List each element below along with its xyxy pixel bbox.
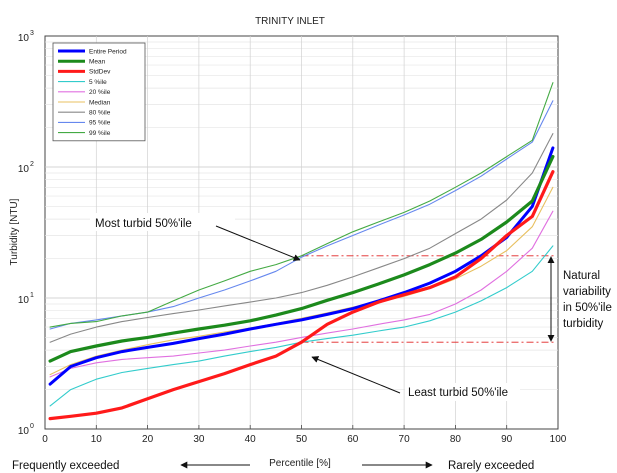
legend-label: 20 %ile [89,89,111,96]
x-tick-label: 20 [142,434,154,445]
legend-label: 5 %ile [89,79,107,86]
x-tick-label: 0 [42,434,48,445]
y-axis-label: Turbidity [NTU] [9,198,20,265]
series-line-median [49,186,554,376]
y-tick-exponent: 1 [30,292,34,299]
x-tick-label: 10 [91,434,103,445]
y-tick-exponent: 3 [30,30,34,37]
x-tick-label: 50 [296,434,308,445]
x-tick-label: 70 [399,434,411,445]
least-turbid-label: Least turbid 50%'ile [408,387,508,399]
x-tick-label: 40 [245,434,257,445]
data-series [48,82,555,421]
x-tick-label: 100 [550,434,567,445]
x-tick-label: 30 [193,434,205,445]
callouts: Most turbid 50%'ile Least turbid 50%'ile… [90,213,615,401]
series-line-stddev [48,170,555,421]
chart-title: TRINITY INLET [255,16,325,27]
legend-label: Entire Period [89,48,127,55]
legend: Entire Period Mean StdDev 5 %ile 20 %ile Medi… [52,42,146,142]
x-axis-label: Percentile [%] [269,458,331,469]
series-line-99-ile [49,82,554,328]
frequently-exceeded-label: Frequently exceeded [12,460,119,472]
y-tick-label: 10 [18,295,30,306]
x-axis-ticks: 0 10 20 30 40 50 60 70 80 90 100 [42,425,567,445]
natural-variability-label: Natural variability in 50%'ile turbidity [563,270,615,330]
most-turbid-arrow [215,225,301,261]
legend-label: Median [89,99,111,106]
rarely-exceeded-label: Rarely exceeded [448,460,534,472]
x-tick-label: 90 [501,434,513,445]
legend-label: StdDev [89,69,111,76]
series-line-80-ile [49,133,554,343]
legend-label: 95 %ile [89,120,111,127]
y-tick-label: 10 [18,33,30,44]
x-tick-label: 60 [347,434,359,445]
x-tick-label: 80 [450,434,462,445]
reference-lines [301,255,554,343]
legend-label: Mean [89,59,106,66]
y-tick-label: 10 [18,426,30,437]
series-line-20-ile [49,210,554,378]
least-turbid-arrow [311,356,401,394]
most-turbid-label: Most turbid 50%'ile [95,218,192,230]
y-tick-label: 10 [18,164,30,175]
legend-label: 99 %ile [89,130,111,137]
y-tick-exponent: 2 [30,161,34,168]
y-tick-exponent: 0 [30,423,34,430]
series-line-mean [48,155,555,363]
bottom-annotations: Frequently exceeded Rarely exceeded [12,460,534,472]
series-line-entire-period [48,146,555,386]
legend-label: 80 %ile [89,110,111,117]
